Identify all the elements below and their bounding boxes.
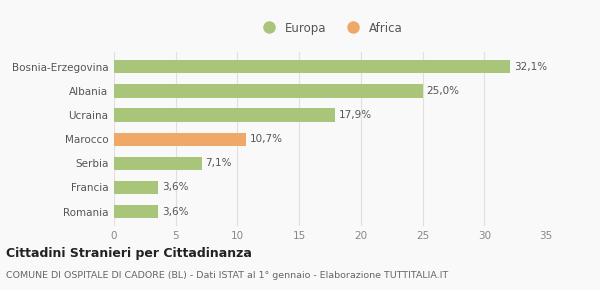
Legend: Europa, Africa: Europa, Africa (252, 17, 408, 39)
Bar (114, 108, 335, 122)
Text: 3,6%: 3,6% (162, 207, 188, 217)
Bar (114, 84, 422, 97)
Bar (114, 60, 510, 73)
Text: 7,1%: 7,1% (205, 158, 232, 168)
Bar (114, 205, 158, 218)
Bar (114, 157, 202, 170)
Text: 10,7%: 10,7% (250, 134, 283, 144)
Text: Cittadini Stranieri per Cittadinanza: Cittadini Stranieri per Cittadinanza (6, 247, 252, 260)
Text: 25,0%: 25,0% (426, 86, 459, 96)
Text: 17,9%: 17,9% (338, 110, 372, 120)
Text: COMUNE DI OSPITALE DI CADORE (BL) - Dati ISTAT al 1° gennaio - Elaborazione TUTT: COMUNE DI OSPITALE DI CADORE (BL) - Dati… (6, 271, 448, 280)
Text: 3,6%: 3,6% (162, 182, 188, 193)
Bar (114, 181, 158, 194)
Bar (114, 133, 246, 146)
Text: 32,1%: 32,1% (514, 62, 547, 72)
